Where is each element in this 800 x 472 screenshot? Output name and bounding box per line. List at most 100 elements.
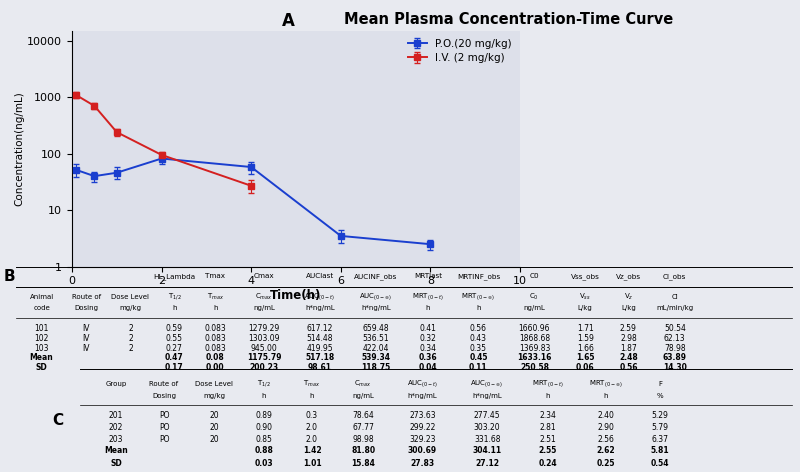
Text: 1369.83: 1369.83 [518,344,550,353]
Text: Cl: Cl [671,294,678,300]
Text: Animal: Animal [30,294,54,300]
Text: 0.55: 0.55 [166,334,183,343]
Text: 0.03: 0.03 [254,459,274,468]
Text: 0.47: 0.47 [165,353,184,362]
Text: 2.0: 2.0 [306,435,318,444]
Text: Mean: Mean [30,353,54,362]
Text: mg/kg: mg/kg [119,305,142,311]
Text: 945.00: 945.00 [250,344,278,353]
Text: Dose Level: Dose Level [195,381,233,387]
Text: IV: IV [82,324,90,333]
Text: 0.89: 0.89 [255,411,273,420]
Text: 0.56: 0.56 [470,324,487,333]
Text: code: code [34,305,50,311]
Text: 2.55: 2.55 [539,446,557,455]
Text: MRT$_{(0-t)}$: MRT$_{(0-t)}$ [412,291,444,302]
Text: AUClast: AUClast [306,273,334,279]
Text: 517.18: 517.18 [306,353,334,362]
Text: 331.68: 331.68 [474,435,501,444]
Text: h*ng/mL: h*ng/mL [361,305,391,311]
Text: ng/mL: ng/mL [523,305,546,311]
Text: 2.59: 2.59 [620,324,637,333]
Text: 102: 102 [34,334,49,343]
Text: 1.42: 1.42 [302,446,322,455]
Text: IV: IV [82,344,90,353]
Text: C$_{max}$: C$_{max}$ [255,292,273,302]
Text: 300.69: 300.69 [408,446,437,455]
Text: mg/kg: mg/kg [203,393,225,398]
Text: 1.87: 1.87 [620,344,637,353]
Text: h: h [426,305,430,311]
Text: 0.24: 0.24 [538,459,558,468]
Text: C$_{max}$: C$_{max}$ [354,379,372,389]
Text: 2.51: 2.51 [540,435,556,444]
Text: h: h [310,393,314,398]
Text: 0.083: 0.083 [204,334,226,343]
Text: IV: IV [82,334,90,343]
Text: 0.083: 0.083 [204,324,226,333]
Text: Tmax: Tmax [205,273,226,279]
Text: 0.34: 0.34 [419,344,437,353]
Text: 0.85: 0.85 [255,435,273,444]
Text: %: % [657,393,663,398]
Text: L/kg: L/kg [621,305,636,311]
Text: 78.98: 78.98 [664,344,686,353]
Text: 203: 203 [109,435,123,444]
Text: Route of: Route of [72,294,101,300]
Text: 202: 202 [109,423,123,432]
Text: h: h [262,393,266,398]
Text: V$_z$: V$_z$ [624,292,633,302]
Text: Cmax: Cmax [254,273,274,279]
Text: 536.51: 536.51 [362,334,390,343]
Text: 1175.79: 1175.79 [246,353,282,362]
Text: SD: SD [36,363,47,372]
Text: h: h [172,305,177,311]
Text: 0.88: 0.88 [254,446,274,455]
Text: h: h [213,305,218,311]
Text: 0.00: 0.00 [206,363,225,372]
Text: 277.45: 277.45 [474,411,501,420]
Text: B: B [4,269,16,284]
Text: AUC$_{(0-∞)}$: AUC$_{(0-∞)}$ [470,379,504,389]
Text: 62.13: 62.13 [664,334,686,343]
Text: 0.35: 0.35 [470,344,487,353]
Text: AUC$_{(0-∞)}$: AUC$_{(0-∞)}$ [359,291,393,302]
Text: T$_{1/2}$: T$_{1/2}$ [257,379,271,389]
Text: 2.40: 2.40 [598,411,614,420]
Text: 2.48: 2.48 [619,353,638,362]
Text: ng/mL: ng/mL [253,305,275,311]
Text: 1633.16: 1633.16 [518,353,551,362]
Text: 422.04: 422.04 [362,344,390,353]
Text: Vss_obs: Vss_obs [570,273,600,280]
Text: 98.61: 98.61 [308,363,332,372]
Text: h*ng/mL: h*ng/mL [472,393,502,398]
Text: 0.56: 0.56 [619,363,638,372]
Text: 2: 2 [128,344,133,353]
Text: 0.083: 0.083 [204,344,226,353]
Text: SD: SD [110,459,122,468]
Text: 2: 2 [128,324,133,333]
Text: 0.54: 0.54 [650,459,670,468]
Text: 617.12: 617.12 [307,324,333,333]
Text: 299.22: 299.22 [410,423,435,432]
Text: 2.0: 2.0 [306,423,318,432]
Text: 20: 20 [209,423,219,432]
Text: A: A [282,12,294,30]
Legend: P.O.(20 mg/kg), I.V. (2 mg/kg): P.O.(20 mg/kg), I.V. (2 mg/kg) [405,36,514,66]
Text: 0.08: 0.08 [206,353,225,362]
Text: 0.04: 0.04 [418,363,438,372]
Text: h: h [604,393,608,398]
Text: 2: 2 [128,334,133,343]
Text: MRTINF_obs: MRTINF_obs [457,273,500,280]
Text: 1660.96: 1660.96 [518,324,550,333]
Text: mL/min/kg: mL/min/kg [656,305,694,311]
X-axis label: Time(h): Time(h) [270,289,322,302]
Text: 0.25: 0.25 [597,459,615,468]
Text: 50.54: 50.54 [664,324,686,333]
Text: Route of: Route of [150,381,178,387]
Text: 0.43: 0.43 [470,334,487,343]
Text: HL_Lambda: HL_Lambda [154,273,195,280]
Text: 200.23: 200.23 [250,363,278,372]
Text: 1279.29: 1279.29 [248,324,280,333]
Text: T$_{max}$: T$_{max}$ [303,379,321,389]
